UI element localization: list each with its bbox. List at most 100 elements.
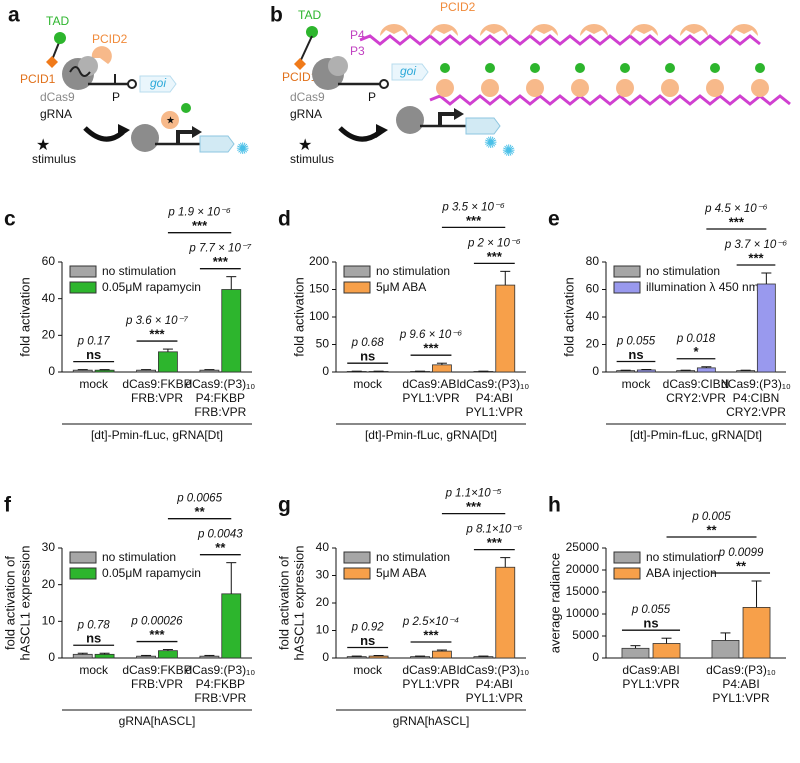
bar [495, 566, 516, 659]
bar [158, 650, 178, 659]
significance-mark: *** [149, 627, 165, 642]
y-tick-label: 10 [316, 623, 330, 637]
legend-label: no stimulation [102, 264, 176, 278]
panel-label: d [278, 208, 291, 231]
x-tick-label: mock [353, 663, 383, 677]
panel-label: e [548, 208, 560, 231]
svg-text:✺: ✺ [484, 135, 497, 152]
footer-label: gRNA[hASCL] [393, 714, 470, 728]
legend-swatch [343, 567, 371, 580]
bar [221, 593, 242, 659]
x-tick-label: dCas9:ABI [622, 663, 679, 677]
p-value: p 0.005 [691, 511, 731, 523]
significance-mark: *** [213, 254, 229, 269]
p-value: p 0.68 [351, 337, 385, 349]
label: PCID2 [92, 32, 128, 46]
label: goi [400, 64, 416, 78]
panel-label: f [4, 494, 12, 517]
label: PCID1 [282, 70, 318, 84]
x-tick-label: P4:CIBN [733, 391, 780, 405]
y-tick-label: 20 [42, 328, 56, 342]
y-axis-label: fold activation [561, 277, 576, 357]
bar [72, 653, 93, 659]
legend-swatch [69, 551, 97, 564]
y-tick-label: 20 [316, 595, 330, 609]
x-tick-label: PYL1:VPR [466, 405, 524, 419]
y-axis-label: fold activation of [276, 556, 291, 650]
significance-mark: *** [748, 250, 764, 265]
y-tick-label: 0 [48, 364, 55, 378]
significance-mark: ns [86, 631, 101, 646]
y-tick-label: 40 [586, 309, 600, 323]
x-tick-label: dCas9:(P3)₁₀ [459, 377, 529, 391]
legend-label: 0.05μM rapamycin [102, 566, 201, 580]
legend-label: 5μM ABA [376, 280, 426, 294]
y-tick-label: 50 [316, 337, 330, 351]
label: dCas9 [40, 90, 75, 104]
x-tick-label: FRB:VPR [131, 391, 183, 405]
significance-mark: * [693, 344, 699, 359]
y-axis-label: average radiance [547, 553, 562, 653]
bar [473, 656, 494, 659]
legend-label: no stimulation [102, 550, 176, 564]
panel-label: g [278, 494, 291, 517]
x-tick-label: FRB:VPR [131, 677, 183, 691]
y-axis-label: fold activation [291, 277, 306, 357]
label: gRNA [290, 107, 322, 121]
p-value: p 2 × 10⁻⁶ [467, 237, 521, 249]
significance-mark: ** [706, 522, 717, 537]
y-axis-label: fold activation [17, 277, 32, 357]
bar [368, 655, 389, 659]
p-value: p 0.78 [77, 619, 111, 631]
legend-label: illumination λ 450 nm [646, 280, 759, 294]
x-tick-label: dCas9:(P3)₁₀ [706, 663, 776, 677]
p-value: p 3.5 × 10⁻⁶ [441, 201, 505, 213]
x-tick-label: PYL1:VPR [712, 691, 770, 705]
x-tick-label: dCas9:FKBP [122, 663, 191, 677]
y-axis-label: hASCL1 expression [291, 546, 306, 661]
y-tick-label: 20 [586, 337, 600, 351]
x-tick-label: P4:ABI [476, 391, 513, 405]
p-value: p 0.055 [631, 604, 671, 616]
significance-mark: *** [149, 327, 165, 342]
significance-mark: *** [466, 213, 482, 228]
svg-text:✺: ✺ [502, 143, 515, 160]
y-tick-label: 0 [592, 650, 599, 664]
label: P [368, 90, 376, 104]
label: P [112, 90, 120, 104]
significance-mark: ns [628, 347, 643, 362]
x-tick-label: P4:FKBP [196, 391, 245, 405]
y-tick-label: 40 [42, 291, 56, 305]
p-value: p 9.6 × 10⁻⁶ [399, 329, 463, 341]
legend-swatch [343, 281, 371, 294]
p-value: p 0.92 [351, 622, 385, 634]
bar [410, 656, 430, 659]
y-tick-label: 0 [592, 364, 599, 378]
footer-label: [dt]-Pmin-fLuc, gRNA[Dt] [91, 428, 223, 442]
significance-mark: ** [215, 540, 226, 555]
bar [94, 369, 115, 373]
significance-mark: *** [423, 627, 439, 642]
x-tick-label: P4:ABI [722, 677, 759, 691]
p-value: p 1.1×10⁻⁵ [445, 488, 502, 500]
legend-swatch [613, 551, 641, 564]
y-tick-label: 5000 [572, 628, 599, 642]
svg-text:★: ★ [298, 137, 312, 154]
x-tick-label: dCas9:(P3)₁₀ [185, 663, 255, 677]
x-tick-label: dCas9:ABI [402, 663, 459, 677]
label: gRNA [40, 107, 72, 121]
p-value: p 4.5 × 10⁻⁶ [704, 203, 768, 215]
bar [158, 351, 178, 373]
bar [711, 640, 740, 659]
y-tick-label: 15000 [566, 584, 600, 598]
y-tick-label: 40 [316, 540, 330, 554]
significance-mark: *** [192, 218, 208, 233]
x-tick-label: PYL1:VPR [466, 691, 524, 705]
panel-label: c [4, 208, 16, 231]
y-tick-label: 0 [322, 364, 329, 378]
svg-text:✺: ✺ [236, 141, 249, 158]
bar [72, 369, 93, 373]
p-value: p 1.9 × 10⁻⁶ [167, 207, 231, 219]
y-tick-label: 10000 [566, 606, 600, 620]
